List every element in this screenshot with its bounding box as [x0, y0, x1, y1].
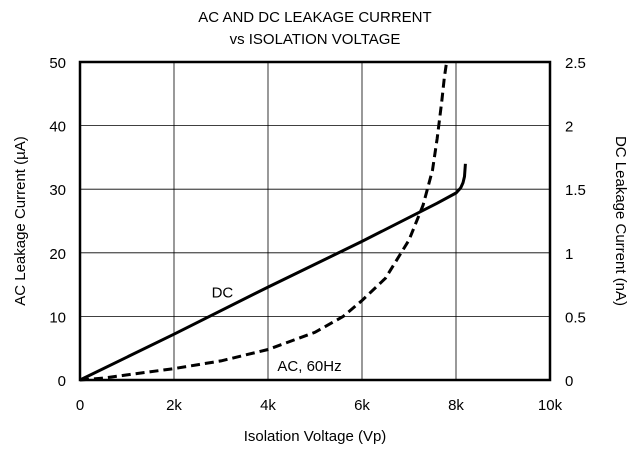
series-annotation: DC: [212, 284, 234, 301]
y-tick-label-right: 2.5: [565, 55, 586, 72]
series-annotation: AC, 60Hz: [277, 358, 341, 375]
y-tick-label-right: 1.5: [565, 182, 586, 199]
series-line-ac: [79, 61, 449, 382]
chart-title-line-2: vs ISOLATION VOLTAGE: [230, 31, 401, 48]
y-axis-label-left: AC Leakage Current (µA): [12, 136, 29, 306]
annotations: DC AC, 60Hz: [212, 284, 342, 375]
x-tick-label: 10k: [538, 397, 563, 414]
y-axis-label-right: DC Leakage Current (nA): [612, 136, 629, 306]
y-tick-label-left: 0: [58, 373, 66, 390]
y-tick-label-right: 1: [565, 246, 573, 263]
y-tick-label-left: 40: [49, 119, 66, 136]
y-tick-label-left: 10: [49, 309, 66, 326]
y-tick-label-right: 0.5: [565, 309, 586, 326]
plot-frame: [78, 60, 552, 382]
x-tick-label: 6k: [354, 397, 370, 414]
chart-title-line-1: AC AND DC LEAKAGE CURRENT: [198, 9, 431, 26]
x-axis-label: Isolation Voltage (Vp): [244, 428, 387, 445]
x-tick-label: 8k: [448, 397, 464, 414]
x-tick-label: 2k: [166, 397, 182, 414]
y-tick-label-left: 30: [49, 182, 66, 199]
grid-lines: [80, 62, 550, 380]
x-tick-label: 4k: [260, 397, 276, 414]
y-tick-label-right: 2: [565, 119, 573, 136]
series-layer: [79, 61, 467, 382]
x-tick-label: 0: [76, 397, 84, 414]
y-tick-label-right: 0: [565, 373, 573, 390]
y-tick-label-left: 20: [49, 246, 66, 263]
series-line-dc: [79, 163, 467, 382]
y-tick-label-left: 50: [49, 55, 66, 72]
